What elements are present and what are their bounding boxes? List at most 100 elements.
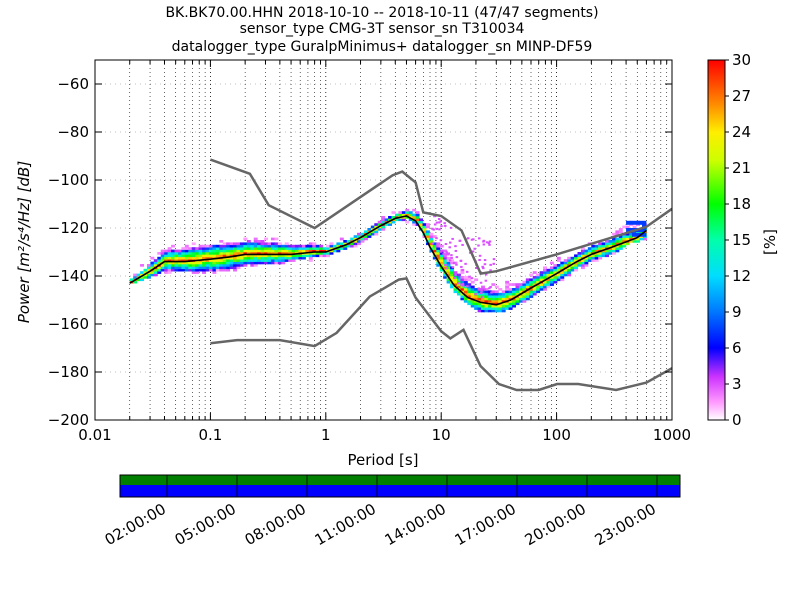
heatmap-cell [463, 280, 468, 284]
heatmap-cell [560, 261, 565, 265]
heatmap-cell [529, 280, 534, 284]
heatmap-cell [419, 220, 424, 224]
heatmap-cell [429, 244, 434, 248]
heatmap-cell [448, 246, 451, 249]
heatmap-cell [636, 237, 641, 241]
heatmap-cell [487, 300, 492, 303]
heatmap-cell [591, 254, 596, 258]
y-axis-ticks: −60 −80 −100 −120 −140 −160 −180 −200 [48, 75, 672, 429]
heatmap-cell [639, 237, 644, 241]
heatmap-cell [288, 256, 293, 260]
heatmap-cell [281, 252, 286, 255]
heatmap-cell [605, 240, 610, 243]
heatmap-cell [594, 256, 599, 260]
heatmap-cell [454, 245, 457, 248]
heatmap-cell [618, 240, 623, 243]
heatmap-cell [150, 273, 155, 277]
heatmap-cell [219, 240, 224, 243]
heatmap-cell [267, 242, 272, 246]
heatmap-cell [277, 244, 282, 248]
heatmap-cell [129, 278, 134, 282]
heatmap-cell [553, 276, 558, 279]
heatmap-cell [474, 290, 479, 294]
heatmap-cell [456, 280, 461, 284]
heatmap-cell [483, 263, 487, 266]
heatmap-cell [243, 261, 248, 265]
heatmap-cell [622, 225, 627, 229]
heatmap-cell [549, 271, 554, 274]
heatmap-cell [329, 249, 334, 253]
heatmap-cell [474, 307, 479, 310]
heatmap-cell [284, 252, 289, 255]
heatmap-cell [622, 240, 627, 243]
heatmap-cell [160, 266, 165, 270]
heatmap-cell [522, 292, 527, 296]
heatmap-cell [477, 295, 482, 298]
heatmap-cell [574, 266, 579, 270]
heatmap-cell [301, 256, 306, 260]
heatmap-cell [436, 249, 441, 253]
heatmap-cell [288, 247, 293, 250]
heatmap-cell [450, 259, 455, 262]
heatmap-cell [491, 307, 496, 310]
heatmap-cell [212, 247, 217, 250]
heatmap-cell [277, 252, 282, 255]
heatmap-cell [243, 264, 248, 267]
heatmap-cell [432, 247, 437, 250]
heatmap-cell [277, 242, 282, 246]
heatmap-cell [463, 278, 468, 282]
heatmap-cell [515, 292, 520, 296]
heatmap-cell [501, 300, 506, 303]
heatmap-cell [482, 240, 485, 243]
heatmap-cell [487, 309, 492, 313]
heatmap-cell [463, 276, 468, 279]
heatmap-cell [205, 244, 210, 248]
heatmap-cell [515, 297, 520, 301]
heatmap-cell [591, 249, 596, 253]
heatmap-cell [570, 259, 575, 262]
heatmap-cell [146, 264, 151, 267]
heatmap-cell [429, 237, 434, 241]
heatmap-cell [288, 244, 293, 248]
heatmap-cell [498, 288, 503, 291]
heatmap-cell [625, 225, 630, 229]
heatmap-cell [363, 237, 368, 241]
heatmap-cell [580, 261, 585, 265]
heatmap-cell [591, 247, 596, 250]
heatmap-cell [288, 254, 293, 258]
heatmap-cell [388, 220, 393, 224]
heatmap-cell [260, 259, 265, 262]
heatmap-cell [536, 290, 541, 294]
colorbar-tick-label: 24 [732, 123, 751, 141]
heatmap-cell [529, 290, 534, 294]
heatmap-cell [543, 283, 548, 286]
heatmap-cell [439, 256, 444, 260]
heatmap-cell [487, 242, 491, 245]
heatmap-cell [239, 264, 244, 267]
heatmap-cell [243, 242, 248, 246]
heatmap-cell [215, 266, 220, 270]
heatmap-cell [133, 273, 138, 277]
heatmap-cell [505, 304, 510, 308]
heatmap-cell [315, 252, 320, 255]
heatmap-cell [450, 261, 455, 265]
heatmap-cell [449, 241, 452, 244]
heatmap-cell [202, 254, 207, 258]
heatmap-cell [525, 297, 530, 301]
heatmap-cell [598, 252, 603, 255]
heatmap-cell [264, 259, 269, 262]
heatmap-cell [453, 280, 458, 284]
heatmap-cell [536, 288, 541, 291]
heatmap-cell [233, 244, 238, 248]
heatmap-cell [143, 276, 148, 279]
heatmap-cell [431, 242, 434, 245]
colorbar-tick-label: 27 [732, 87, 751, 105]
heatmap-cell [350, 244, 355, 248]
heatmap-cell [574, 268, 579, 272]
heatmap-cell [312, 252, 317, 255]
heatmap-cell [489, 286, 492, 289]
heatmap-cell [518, 300, 523, 303]
heatmap-cell [477, 297, 482, 301]
heatmap-cell [191, 268, 196, 272]
heatmap-cell [452, 261, 456, 264]
